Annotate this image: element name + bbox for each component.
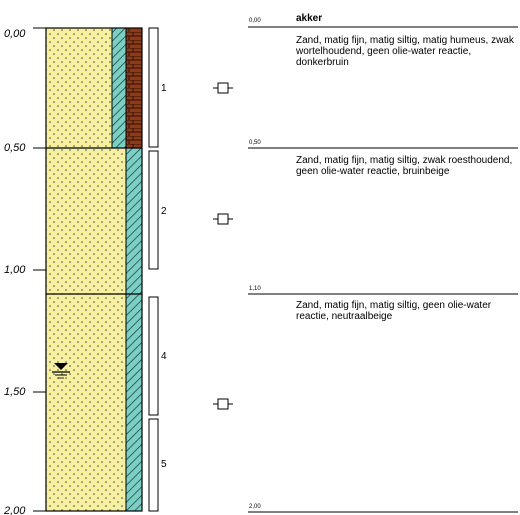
boundary-depth-label: 1,10 [249, 286, 261, 292]
sample-intervals: 1 2 4 5 [148, 27, 167, 512]
description-boundaries: 0,00 0,50 1,10 2,00 akker [248, 13, 518, 513]
soil-layer-2 [46, 148, 126, 294]
analysis-marker-icon [213, 398, 233, 410]
boundary-depth-label: 0,00 [249, 18, 261, 24]
sample-box [148, 27, 159, 148]
sample-box [148, 150, 159, 270]
depth-tick-label: 1,50 [4, 386, 26, 398]
depth-tick-label: 0,50 [4, 142, 26, 154]
casing-layer-3 [126, 294, 142, 511]
layer-description: Zand, matig fijn, matig siltig, matig hu… [296, 35, 514, 68]
soil-column [45, 27, 143, 512]
sample-box [148, 296, 159, 416]
sample-number: 5 [161, 459, 167, 470]
casing-layer-2 [126, 148, 142, 294]
depth-axis: 0,00 0,50 1,00 1,50 2,00 [3, 27, 46, 515]
sample-number: 2 [161, 206, 167, 217]
analysis-marker-icon [213, 213, 233, 225]
groundwater-level-icon [52, 363, 70, 379]
layer-description: Zand, matig fijn, matig siltig, zwak roe… [296, 155, 513, 177]
sample-box [148, 418, 159, 512]
analysis-marker-icon [213, 82, 233, 94]
soil-layer-1 [46, 28, 112, 148]
land-use-label: akker [296, 13, 322, 24]
sample-number: 4 [161, 351, 167, 362]
soil-layer-3 [46, 294, 126, 511]
analysis-markers [213, 82, 233, 410]
boundary-depth-label: 2,00 [249, 504, 261, 510]
sample-number: 1 [161, 83, 167, 94]
casing-layer-1 [112, 28, 126, 148]
boundary-depth-label: 0,50 [249, 140, 261, 146]
depth-tick-label: 0,00 [4, 28, 26, 40]
column-outline [45, 27, 143, 512]
depth-tick-label: 1,00 [4, 264, 26, 276]
layer-description: Zand, matig fijn, matig siltig, geen oli… [296, 300, 492, 322]
depth-tick-label: 2,00 [3, 505, 26, 515]
humus-layer-1 [126, 28, 142, 148]
